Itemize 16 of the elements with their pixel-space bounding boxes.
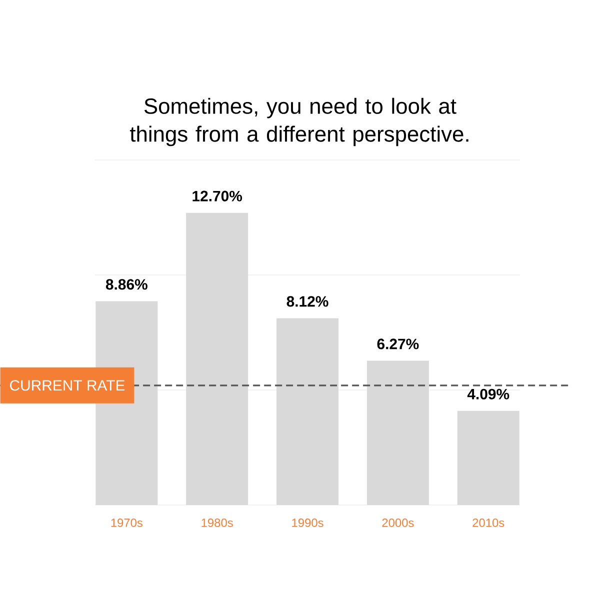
ref-line-label: CURRENT RATE <box>10 380 125 391</box>
data-label: 6.27% <box>377 338 419 350</box>
x-tick-label: 2010s <box>472 518 504 527</box>
chart-title: Sometimes, you need to look at things from a different perspective. <box>130 98 468 146</box>
data-label: 8.86% <box>106 279 148 290</box>
data-label: 8.12% <box>286 296 328 307</box>
x-tick-label: 1980s <box>202 518 233 527</box>
bar <box>457 410 520 505</box>
data-label: 12.70% <box>192 190 242 202</box>
x-tick-label: 1990s <box>292 518 324 527</box>
bar <box>276 318 338 505</box>
x-tick-label: 2000s <box>382 518 414 527</box>
bar <box>186 212 248 505</box>
data-label: 4.09% <box>467 388 510 400</box>
x-tick-label: 1970s <box>111 518 142 527</box>
bar <box>366 360 429 505</box>
